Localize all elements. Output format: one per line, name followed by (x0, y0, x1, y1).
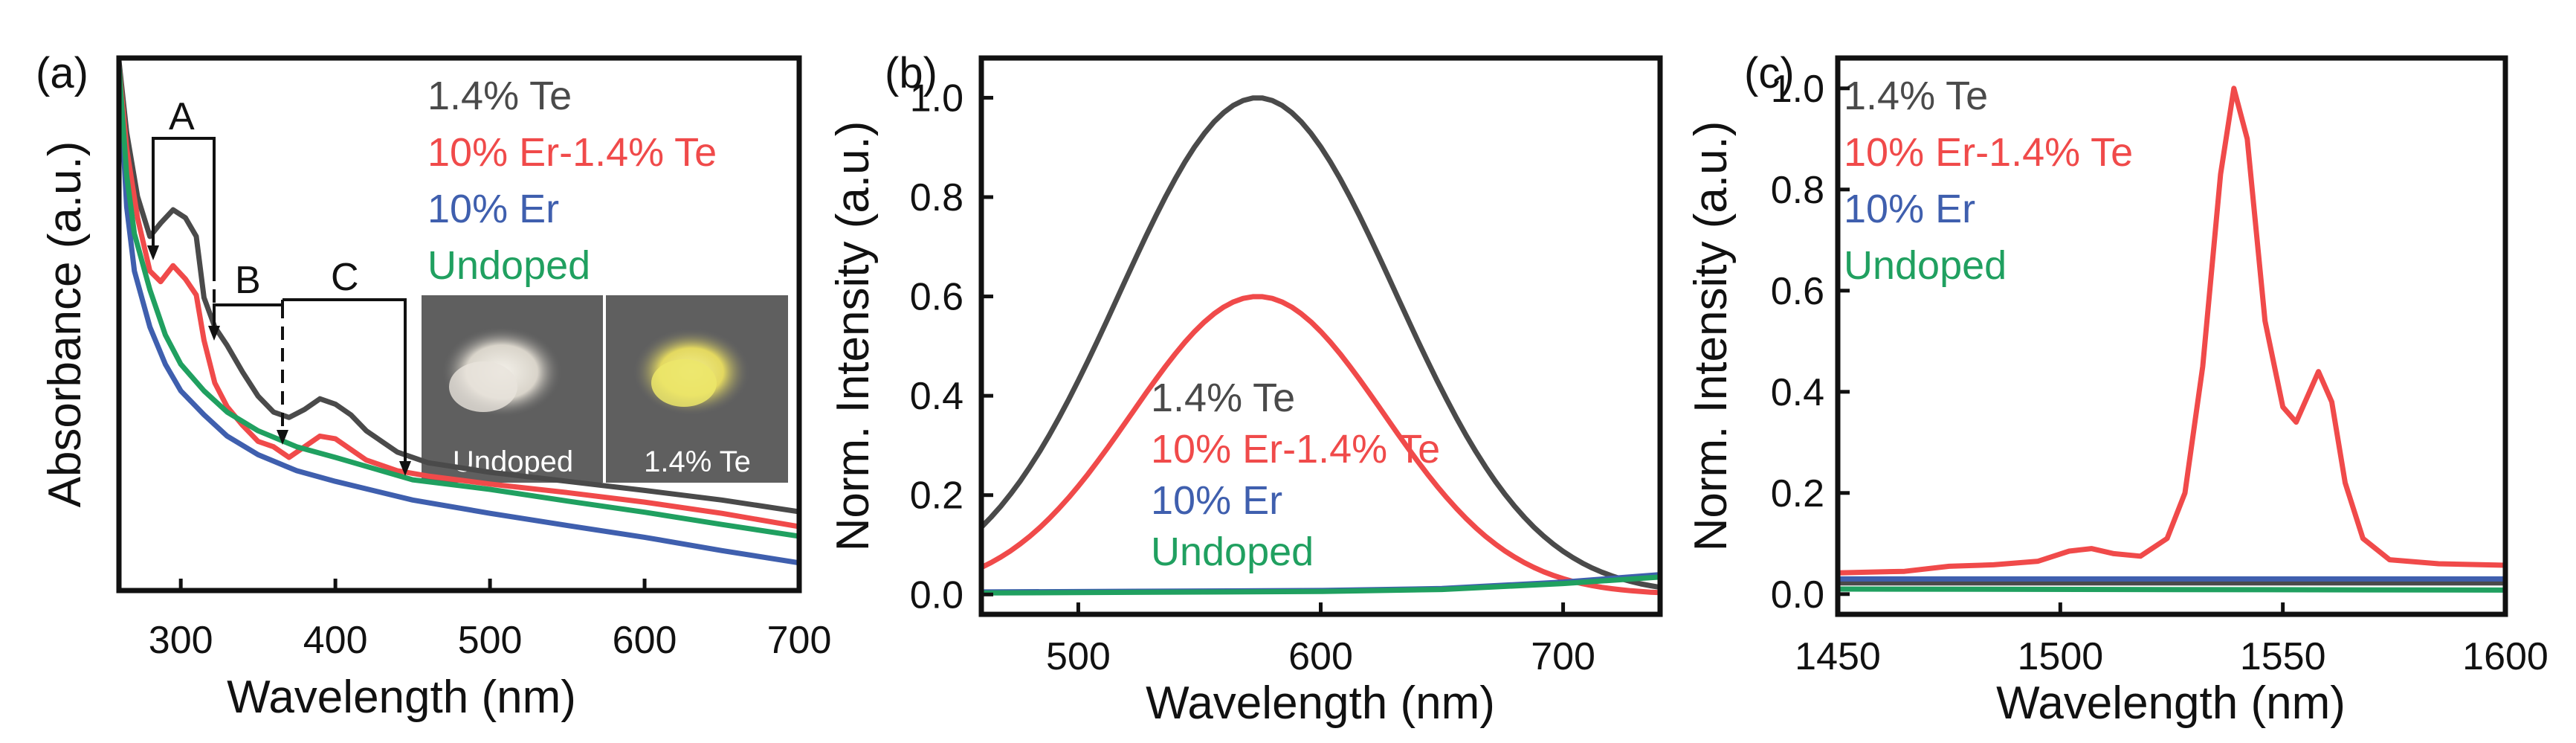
annotation-a: A (169, 95, 195, 138)
annotation-c: C (331, 256, 359, 299)
y-tick-label: 0.0 (910, 573, 963, 617)
arrow-head-a2 (208, 326, 220, 341)
y-tick-label: 1.0 (910, 77, 963, 120)
y-tick-label: 0.4 (910, 375, 963, 418)
y-tick-label: 0.6 (910, 276, 963, 319)
xlabel-b: Wavelength (nm) (1146, 678, 1495, 729)
series-line-10-er-14-te (1838, 86, 2505, 576)
plot-area-b (981, 95, 1660, 596)
y-tick-label: 0.6 (1771, 270, 1824, 313)
series-line-10-er-14-te (119, 63, 799, 530)
y-tick-label: 0.8 (910, 176, 963, 219)
bracket-c (283, 298, 407, 466)
x-tick-label: 400 (303, 619, 368, 662)
legend-b-er: 10% Er (1151, 478, 1282, 523)
panel-c: 1.4% Te 10% Er-1.4% Te 10% Er Undoped 14… (1685, 49, 2548, 729)
y-tick-label: 0.2 (910, 475, 963, 518)
x-tick-label: 1450 (1795, 635, 1881, 678)
bracket-b (213, 300, 284, 328)
series-line-undoped (981, 574, 1660, 596)
x-axis-c: 1450 1500 1550 1600 (1795, 602, 2548, 678)
legend-c-undoped: Undoped (1844, 243, 2007, 288)
y-tick-label: 0.0 (1771, 573, 1824, 617)
legend-c-er: 10% Er (1844, 187, 1975, 231)
x-tick-label: 300 (149, 619, 213, 662)
x-axis-b: 500 600 700 (1046, 602, 1595, 678)
legend-b-te: 1.4% Te (1151, 376, 1295, 420)
x-tick-label: 700 (767, 619, 832, 662)
x-tick-label: 600 (613, 619, 677, 662)
x-tick-label: 1600 (2462, 635, 2548, 678)
inset-label-te: 1.4% Te (644, 446, 751, 478)
panel-b: 1.4% Te 10% Er-1.4% Te 10% Er Undoped 50… (827, 49, 1663, 729)
x-tick-label: 1550 (2240, 635, 2326, 678)
legend-a-er-te: 10% Er-1.4% Te (427, 130, 717, 175)
legend-b-undoped: Undoped (1151, 530, 1314, 574)
legend-b: 1.4% Te 10% Er-1.4% Te 10% Er Undoped (1151, 376, 1440, 574)
annotations-a (147, 137, 411, 476)
inset-photos: Undoped 1.4% Te (422, 295, 788, 483)
arrow-head-b (277, 430, 288, 445)
series-line-14-te (981, 95, 1660, 591)
plot-area-a (119, 58, 799, 566)
legend-c-er-te: 10% Er-1.4% Te (1844, 130, 2133, 175)
annotation-b: B (235, 259, 261, 302)
legend-b-er-te: 10% Er-1.4% Te (1151, 427, 1440, 472)
plot-area-c (1838, 86, 2505, 593)
legend-a-undoped: Undoped (427, 243, 590, 288)
series-line-10-er-14-te (981, 294, 1660, 596)
series-line-undoped (1838, 586, 2505, 593)
y-tick-label: 0.4 (1771, 371, 1824, 414)
bracket-a (152, 137, 216, 280)
y-tick-label: 1.0 (1771, 68, 1824, 111)
x-tick-label: 500 (458, 619, 523, 662)
frame-c (1835, 55, 2508, 617)
y-tick-label: 0.8 (1771, 169, 1824, 212)
x-tick-label: 700 (1531, 635, 1595, 678)
panel-a-label: (a) (36, 49, 88, 97)
series-line-14-te (119, 58, 799, 515)
arrow-head-a1 (147, 245, 159, 260)
series-line-undoped (119, 63, 799, 539)
panel-b-label: (b) (885, 49, 937, 97)
frame-b (978, 55, 1663, 617)
frame-a (116, 55, 802, 594)
panel-c-label: (c) (1744, 49, 1795, 97)
x-tick-label: 500 (1046, 635, 1111, 678)
legend-a-te: 1.4% Te (427, 74, 572, 118)
ylabel-c: Norm. Intensity (a.u.) (1685, 121, 1737, 552)
legend-a-er: 10% Er (427, 187, 559, 231)
ylabel-a: Absorbance (a.u.) (39, 141, 91, 508)
xlabel-a: Wavelength (nm) (227, 672, 576, 723)
ylabel-b: Norm. Intensity (a.u.) (827, 121, 879, 552)
x-tick-label: 600 (1288, 635, 1353, 678)
y-axis-c: 0.0 0.2 0.4 0.6 0.8 1.0 (1771, 68, 1850, 617)
panel-a: (a) Undoped 1.4% Te A B C (36, 49, 831, 723)
y-tick-label: 0.2 (1771, 472, 1824, 515)
legend-a: 1.4% Te 10% Er-1.4% Te 10% Er Undoped (427, 74, 717, 288)
series-line-10-er (119, 63, 799, 566)
legend-c-te: 1.4% Te (1844, 74, 1988, 118)
legend-c: 1.4% Te 10% Er-1.4% Te 10% Er Undoped (1844, 74, 2133, 288)
xlabel-c: Wavelength (nm) (1996, 678, 2346, 729)
x-tick-label: 1500 (2017, 635, 2103, 678)
arrow-head-c (399, 461, 411, 476)
